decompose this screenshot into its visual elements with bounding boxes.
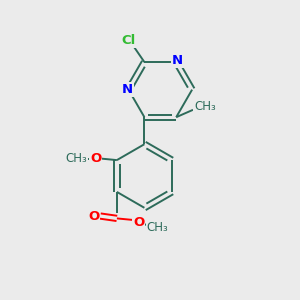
Text: Cl: Cl — [121, 34, 135, 47]
Text: CH₃: CH₃ — [66, 152, 87, 165]
Text: CH₃: CH₃ — [146, 221, 168, 234]
Text: CH₃: CH₃ — [194, 100, 216, 113]
Text: O: O — [90, 152, 101, 164]
Text: N: N — [172, 54, 183, 68]
Text: N: N — [122, 83, 133, 96]
Text: O: O — [133, 216, 144, 229]
Text: O: O — [88, 210, 100, 223]
